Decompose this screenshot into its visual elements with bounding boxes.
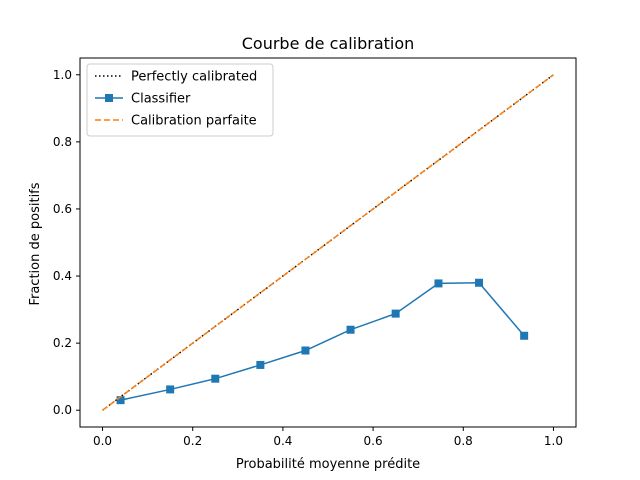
x-tick-label: 0.4: [273, 434, 292, 448]
axes-frame: [79, 57, 577, 428]
data-point-1-6: [391, 309, 400, 318]
data-point-1-9: [520, 331, 529, 340]
y-tick-label: 0.0: [53, 403, 72, 417]
legend-label-0: Perfectly calibrated: [131, 70, 257, 85]
data-point-1-1: [166, 385, 175, 394]
x-axis-label: Probabilité moyenne prédite: [236, 457, 420, 472]
legend-box: [86, 63, 274, 137]
series-line-2: [102, 74, 554, 411]
plot-area: [102, 74, 554, 411]
data-point-1-5: [346, 325, 355, 334]
x-tick-label: 0.6: [364, 434, 383, 448]
legend-marker-1: [105, 94, 113, 102]
data-point-1-4: [301, 346, 310, 355]
x-tick-label: 0.8: [454, 434, 473, 448]
axis-ticks: 0.0 0.2 0.4 0.6 0.8 1.0 0.0 0.2 0.4 0.6 0.8 1.0: [53, 68, 563, 448]
data-point-1-2: [211, 374, 220, 383]
y-tick-label: 0.4: [53, 269, 72, 283]
x-tick-label: 1.0: [544, 434, 563, 448]
chart-title: Courbe de calibration: [242, 34, 415, 53]
y-tick-label: 0.8: [53, 135, 72, 149]
y-tick-label: 1.0: [53, 68, 72, 82]
x-tick-label: 0.2: [183, 434, 202, 448]
y-tick-label: 0.6: [53, 202, 72, 216]
legend-label-2: Calibration parfaite: [131, 114, 257, 129]
x-tick-label: 0.0: [93, 434, 112, 448]
legend-label-1: Classifier: [131, 92, 191, 107]
data-point-1-8: [475, 278, 484, 287]
y-tick-label: 0.2: [53, 336, 72, 350]
data-point-1-0: [116, 396, 125, 405]
data-point-1-3: [256, 360, 265, 369]
y-axis-label: Fraction de positifs: [28, 182, 43, 305]
series-line-1: [120, 281, 525, 401]
data-point-1-7: [434, 279, 443, 288]
legend: Perfectly calibrated Classifier Calibratio…: [86, 63, 274, 137]
